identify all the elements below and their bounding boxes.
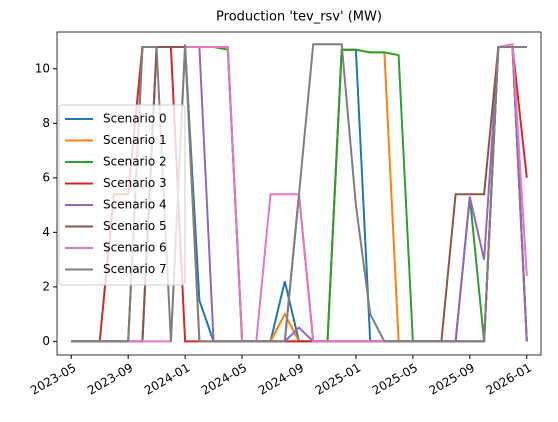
x-tick-label: 2024-01 [142,361,192,398]
y-tick-label: 10 [35,61,50,75]
x-tick-label: 2026-01 [484,361,534,398]
legend-label: Scenario 1 [103,133,167,147]
x-tick-label: 2024-09 [256,361,306,398]
x-tick-label: 2025-09 [427,361,477,398]
legend-box [58,104,186,286]
legend-label: Scenario 2 [103,155,167,169]
y-tick-label: 6 [42,170,50,184]
legend-label: Scenario 7 [103,262,167,276]
x-tick-label: 2025-05 [370,361,420,398]
x-tick-label: 2023-05 [28,361,78,398]
x-tick-label: 2024-05 [199,361,249,398]
y-tick-label: 4 [42,225,50,239]
chart-title: Production 'tev_rsv' (MW) [216,10,382,25]
legend-label: Scenario 4 [103,198,167,212]
y-tick-label: 8 [42,116,50,130]
y-tick-label: 2 [42,279,50,293]
legend-label: Scenario 6 [103,241,167,255]
x-tick-label: 2025-01 [313,361,363,398]
legend-label: Scenario 3 [103,176,167,190]
legend-label: Scenario 0 [103,112,167,126]
series-line [71,43,527,343]
y-tick-label: 0 [42,334,50,348]
legend-label: Scenario 5 [103,219,167,233]
x-tick-label: 2023-09 [85,361,135,398]
